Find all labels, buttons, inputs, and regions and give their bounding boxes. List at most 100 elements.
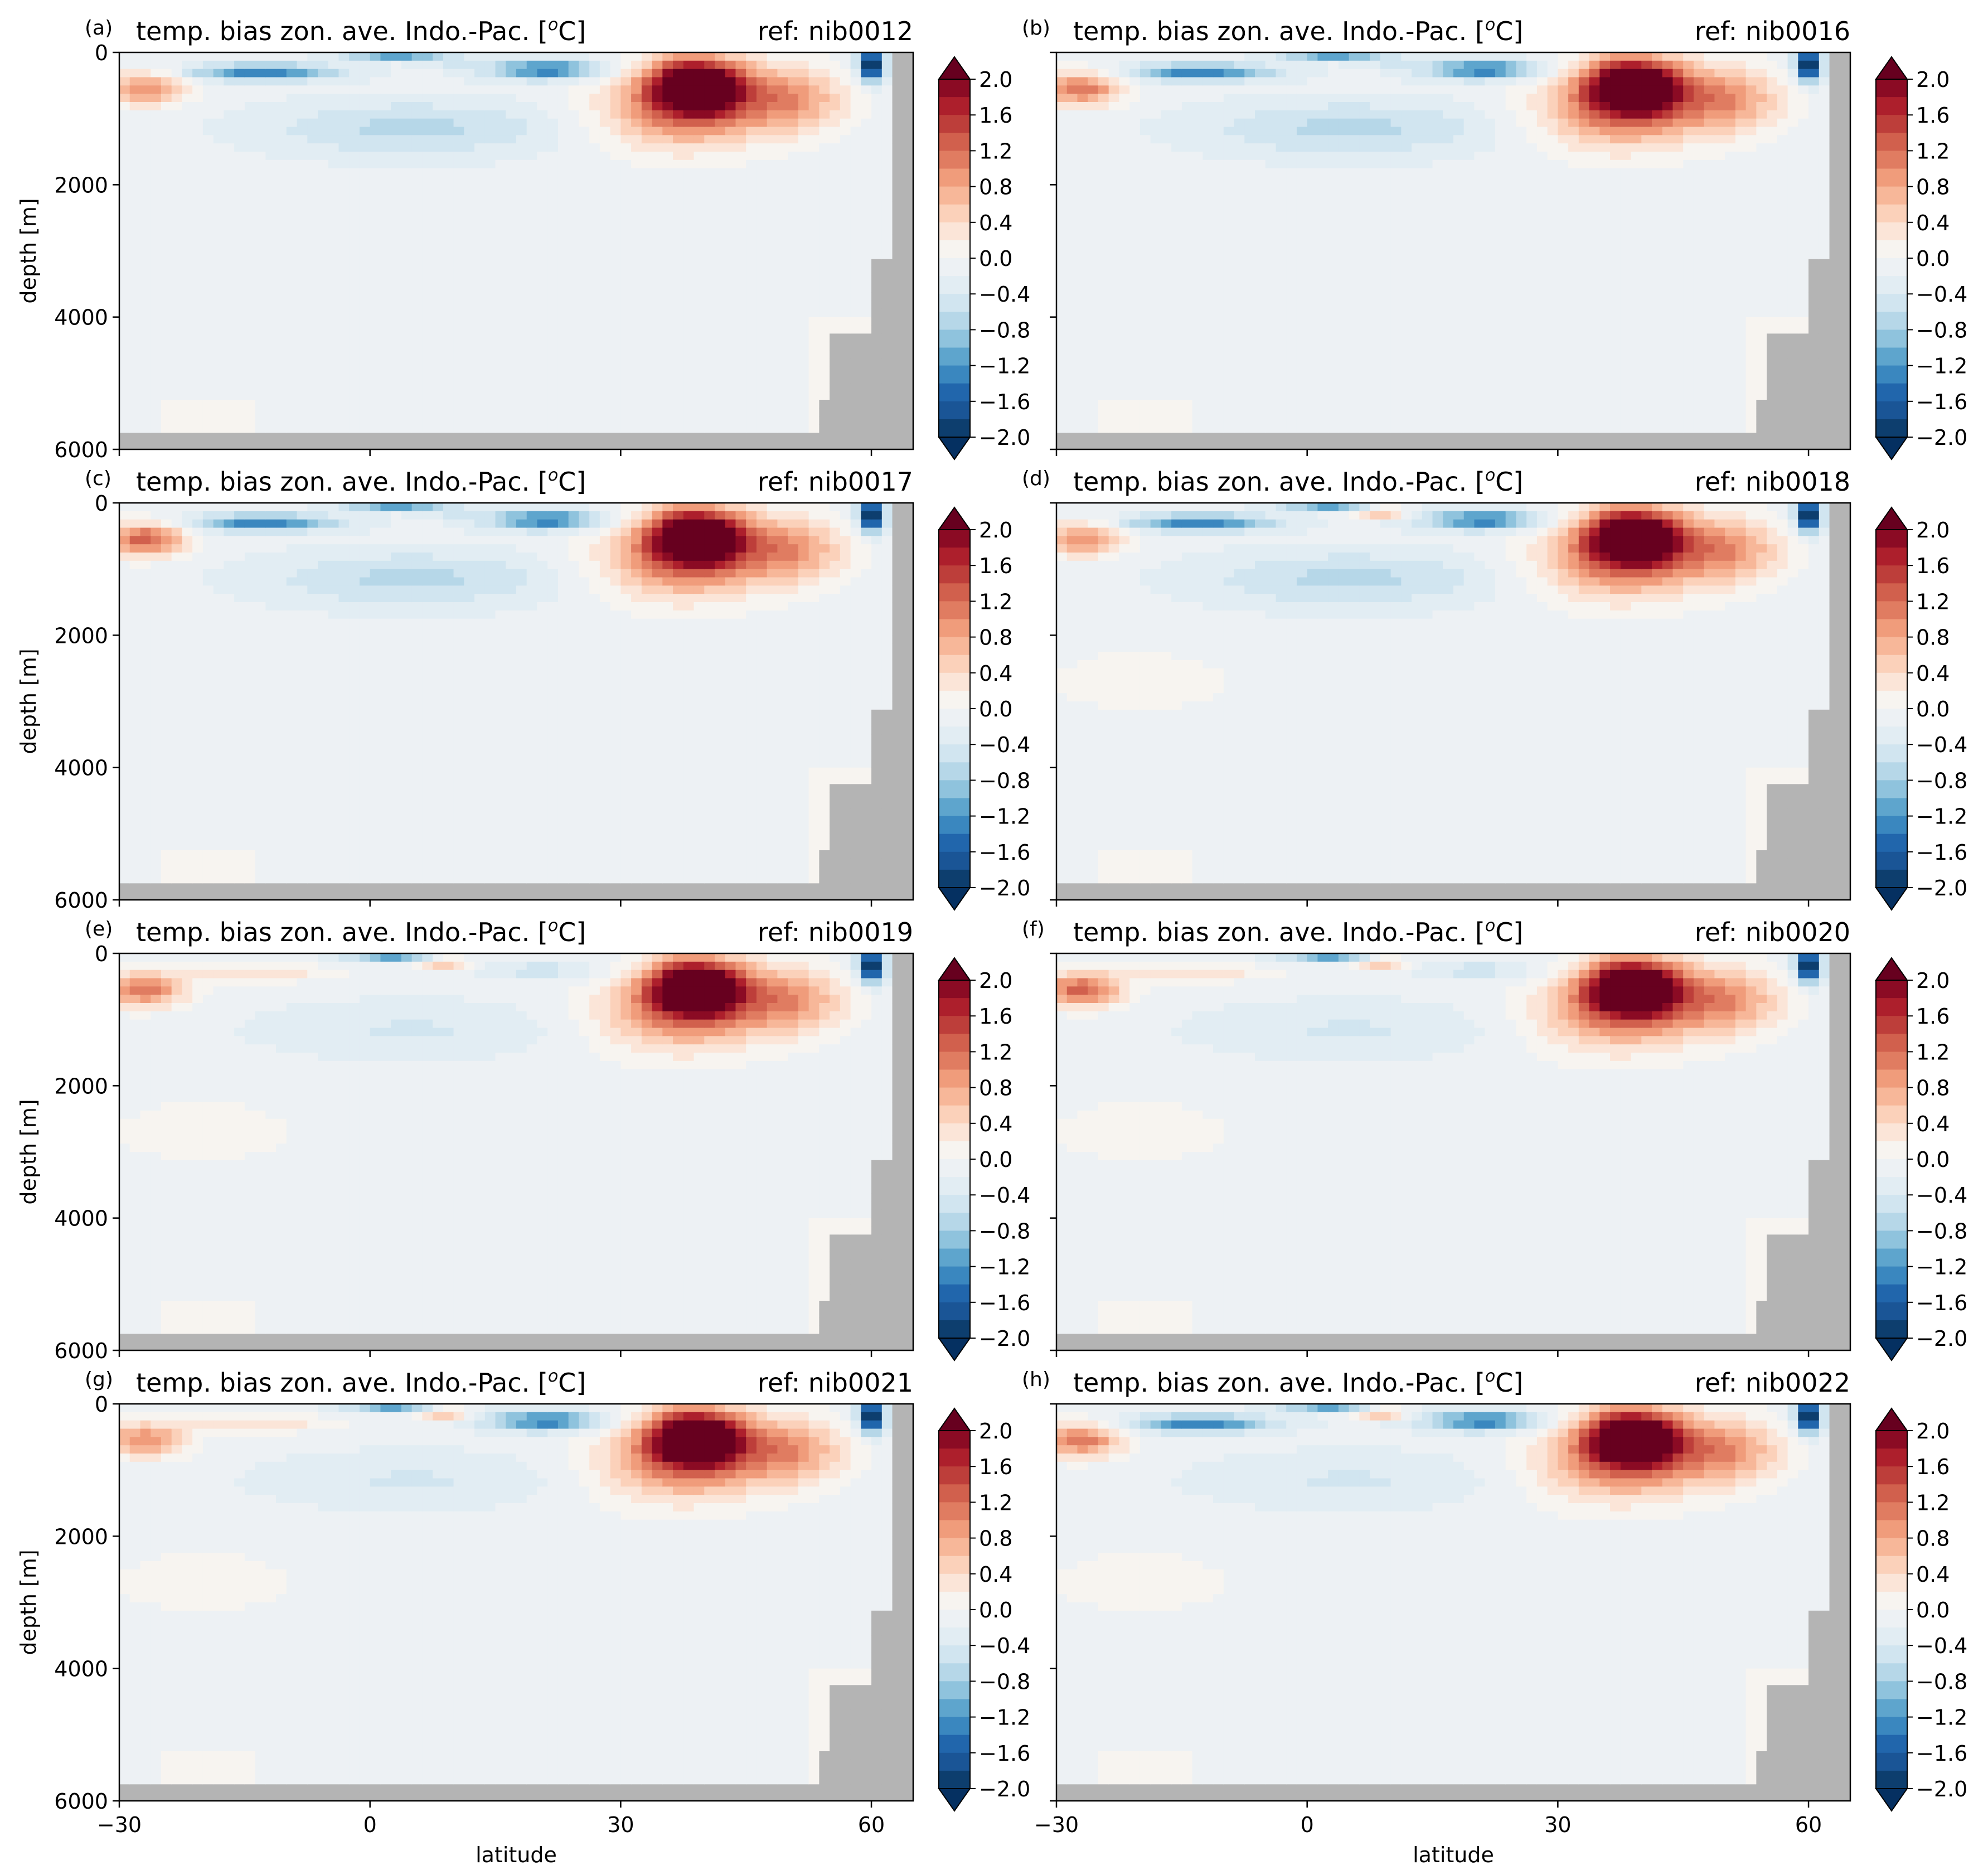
heatmap-cell — [704, 52, 715, 61]
heatmap-cell — [391, 143, 401, 152]
heatmap-cell — [589, 102, 600, 110]
heatmap-cell — [412, 243, 423, 251]
heatmap-cell — [297, 408, 308, 416]
heatmap-cell — [506, 309, 516, 317]
heatmap-cell — [547, 69, 558, 77]
heatmap-cell — [328, 168, 339, 177]
heatmap-cell — [569, 342, 579, 350]
heatmap-cell — [349, 185, 360, 193]
heatmap-cell — [297, 391, 308, 400]
heatmap-cell — [433, 383, 443, 391]
heatmap-cell — [547, 292, 558, 301]
heatmap-cell — [265, 177, 276, 185]
heatmap-cell — [735, 284, 746, 292]
heatmap-cell — [631, 69, 642, 77]
heatmap-cell — [767, 69, 778, 77]
heatmap-cell — [433, 441, 443, 449]
heatmap-cell — [265, 110, 276, 119]
heatmap-cell — [788, 135, 798, 143]
heatmap-cell — [360, 110, 370, 119]
heatmap-cell — [422, 350, 433, 359]
heatmap-cell — [809, 234, 820, 243]
heatmap-cell — [464, 185, 474, 193]
heatmap-cell — [662, 292, 673, 301]
heatmap-cell — [307, 234, 318, 243]
heatmap-cell — [735, 143, 746, 152]
heatmap-cell — [182, 52, 192, 61]
heatmap-cell — [151, 375, 161, 384]
heatmap-cell — [496, 226, 506, 235]
heatmap-cell — [485, 226, 496, 235]
heatmap-cell — [485, 127, 496, 135]
heatmap-cell — [349, 408, 360, 416]
heatmap-cell — [224, 160, 234, 168]
heatmap-cell — [380, 185, 391, 193]
heatmap-cell — [172, 350, 182, 359]
heatmap-cell — [527, 210, 537, 218]
heatmap-cell — [224, 234, 234, 243]
heatmap-cell — [380, 102, 391, 110]
heatmap-cell — [401, 177, 412, 185]
heatmap-cell — [600, 251, 610, 259]
heatmap-cell — [391, 268, 401, 276]
heatmap-cell — [725, 276, 736, 284]
heatmap-cell — [516, 69, 527, 77]
heatmap-cell — [558, 185, 569, 193]
heatmap-cell — [746, 201, 757, 210]
heatmap-cell — [652, 441, 663, 449]
heatmap-cell — [265, 276, 276, 284]
heatmap-cell — [589, 408, 600, 416]
heatmap-cell — [360, 441, 370, 449]
heatmap-cell — [318, 226, 328, 235]
heatmap-cell — [203, 201, 214, 210]
heatmap-cell — [537, 276, 547, 284]
heatmap-cell — [600, 367, 610, 375]
heatmap-cell — [328, 359, 339, 367]
heatmap-cell — [819, 69, 830, 77]
heatmap-cell — [547, 218, 558, 226]
heatmap-cell — [537, 127, 547, 135]
heatmap-cell — [443, 218, 454, 226]
heatmap-cell — [579, 243, 589, 251]
heatmap-cell — [297, 326, 308, 334]
heatmap-cell — [443, 210, 454, 218]
heatmap-cell — [360, 416, 370, 425]
heatmap-cell — [464, 284, 474, 292]
heatmap-cell — [119, 350, 130, 359]
heatmap-cell — [735, 326, 746, 334]
figure: 0200040006000depth [m](a) temp. bias zon.… — [0, 0, 1988, 1870]
heatmap-cell — [192, 292, 203, 301]
heatmap-cell — [287, 193, 297, 201]
heatmap-cell — [443, 441, 454, 449]
heatmap-cell — [401, 143, 412, 152]
heatmap-cell — [464, 226, 474, 235]
heatmap-cell — [694, 292, 705, 301]
heatmap-cell — [443, 243, 454, 251]
heatmap-cell — [192, 135, 203, 143]
heatmap-cell — [307, 441, 318, 449]
heatmap-cell — [819, 201, 830, 210]
heatmap-cell — [777, 292, 788, 301]
heatmap-cell — [662, 168, 673, 177]
heatmap-cell — [349, 375, 360, 384]
heatmap-cell — [506, 441, 516, 449]
heatmap-cell — [809, 441, 820, 449]
heatmap-cell — [245, 110, 255, 119]
heatmap-cell — [224, 243, 234, 251]
heatmap-cell — [287, 119, 297, 127]
heatmap-cell — [203, 350, 214, 359]
heatmap-cell — [474, 259, 485, 268]
heatmap-cell — [443, 94, 454, 102]
heatmap-cell — [673, 441, 683, 449]
heatmap-cell — [496, 85, 506, 94]
heatmap-cell — [130, 69, 140, 77]
heatmap-cell — [255, 119, 266, 127]
heatmap-cell — [151, 218, 161, 226]
heatmap-cell — [474, 441, 485, 449]
heatmap-cell — [349, 367, 360, 375]
heatmap-cell — [569, 234, 579, 243]
heatmap-cell — [297, 243, 308, 251]
heatmap-cell — [767, 168, 778, 177]
heatmap-cell — [172, 52, 182, 61]
heatmap-cell — [172, 425, 182, 433]
